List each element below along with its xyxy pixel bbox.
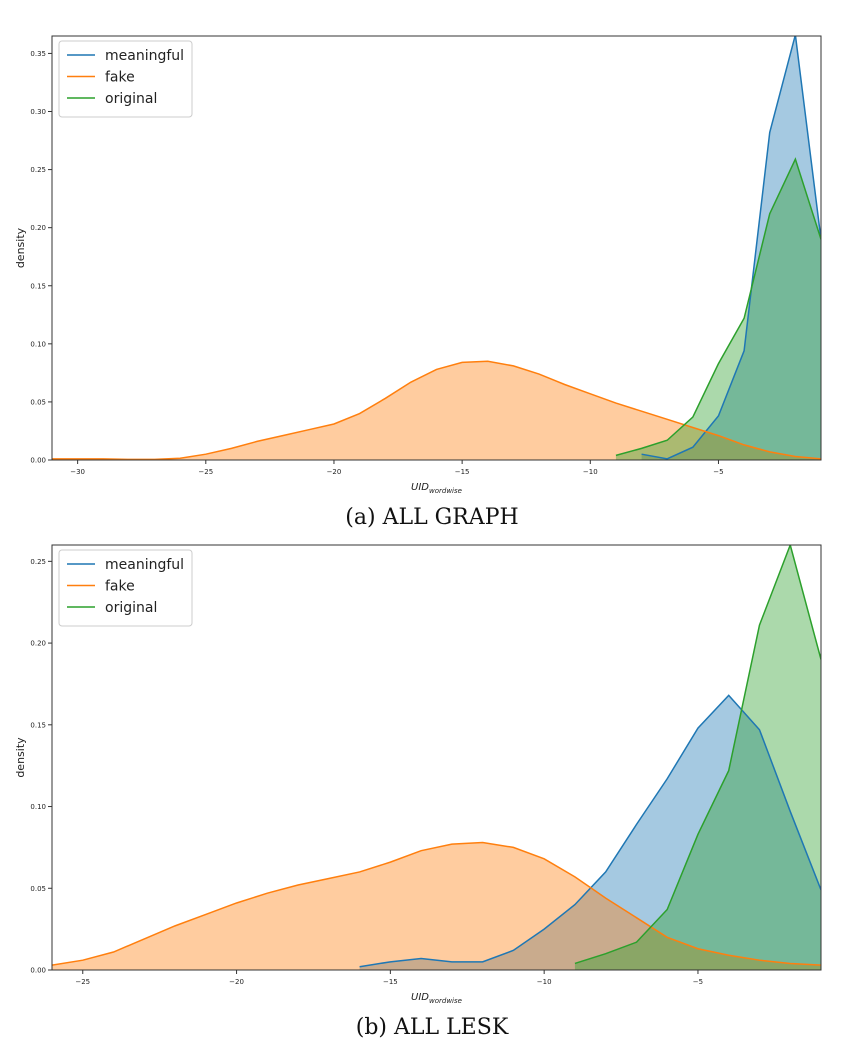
legend-label-meaningful: meaningful — [105, 48, 184, 64]
chart-panel-a: −30 −25 −20 −15 −10 −5 0.00 0.05 0.10 0.15 0.20 0.2… — [14, 35, 822, 495]
y-tick-label: 0.20 — [30, 224, 46, 232]
y-tick-label: 0.20 — [30, 640, 46, 648]
y-tick-label: 0.00 — [30, 457, 46, 465]
y-tick-label: 0.10 — [30, 340, 46, 348]
y-tick-label: 0.35 — [30, 50, 46, 58]
legend-label-meaningful: meaningful — [105, 557, 184, 573]
series-area-fake — [52, 361, 821, 460]
y-axis-label: density — [14, 227, 27, 268]
series-line-original — [574, 545, 821, 965]
x-tick-label: −25 — [198, 468, 213, 476]
legend-label-fake: fake — [105, 70, 135, 86]
x-tick-label: −10 — [583, 468, 598, 476]
legend-label-original: original — [105, 600, 157, 616]
series-area-original — [574, 545, 821, 970]
series-line-fake — [52, 360, 821, 460]
x-tick-label: −20 — [229, 978, 244, 986]
chart-panel-b: −25 −20 −15 −10 −5 0.00 0.05 0.10 0.15 0.20 0.25 UI… — [14, 544, 822, 1005]
y-tick-label: 0.05 — [30, 885, 46, 893]
x-tick-label: −5 — [713, 468, 723, 476]
y-tick-label: 0.15 — [30, 721, 46, 729]
series-line-meaningful — [641, 36, 821, 460]
legend-label-original: original — [105, 91, 157, 107]
legend: meaningful fake original — [58, 40, 193, 118]
legend-label-fake: fake — [105, 579, 135, 595]
caption-a: (a) ALL GRAPH — [345, 505, 519, 530]
x-axis-label: UIDwordwise — [411, 992, 462, 1005]
x-tick-label: −20 — [327, 468, 342, 476]
y-tick-label: 0.25 — [30, 558, 46, 566]
plot-frame — [51, 544, 822, 971]
series-area-fake — [52, 842, 821, 970]
legend: meaningful fake original — [58, 549, 193, 627]
x-tick-label: −10 — [537, 978, 552, 986]
series-area-meaningful — [641, 36, 821, 460]
x-tick-label: −30 — [70, 468, 85, 476]
y-tick-label: 0.15 — [30, 282, 46, 290]
series-line-original — [615, 157, 821, 457]
caption-b: (b) ALL LESK — [355, 1015, 509, 1040]
series-area-meaningful — [359, 695, 821, 970]
y-axis-label: density — [14, 737, 27, 778]
x-tick-label: −15 — [455, 468, 470, 476]
series-line-fake — [52, 841, 821, 966]
plot-layer — [52, 36, 821, 460]
plot-frame — [51, 35, 822, 461]
x-axis-label: UIDwordwise — [411, 482, 462, 495]
plot-layer — [52, 545, 821, 970]
y-tick-label: 0.00 — [30, 967, 46, 975]
x-tick-label: −25 — [75, 978, 90, 986]
y-tick-label: 0.25 — [30, 166, 46, 174]
y-tick-label: 0.05 — [30, 398, 46, 406]
x-tick-label: −15 — [383, 978, 398, 986]
y-tick-label: 0.10 — [30, 803, 46, 811]
series-area-original — [615, 159, 821, 460]
x-tick-label: −5 — [693, 978, 703, 986]
y-tick-label: 0.30 — [30, 108, 46, 116]
